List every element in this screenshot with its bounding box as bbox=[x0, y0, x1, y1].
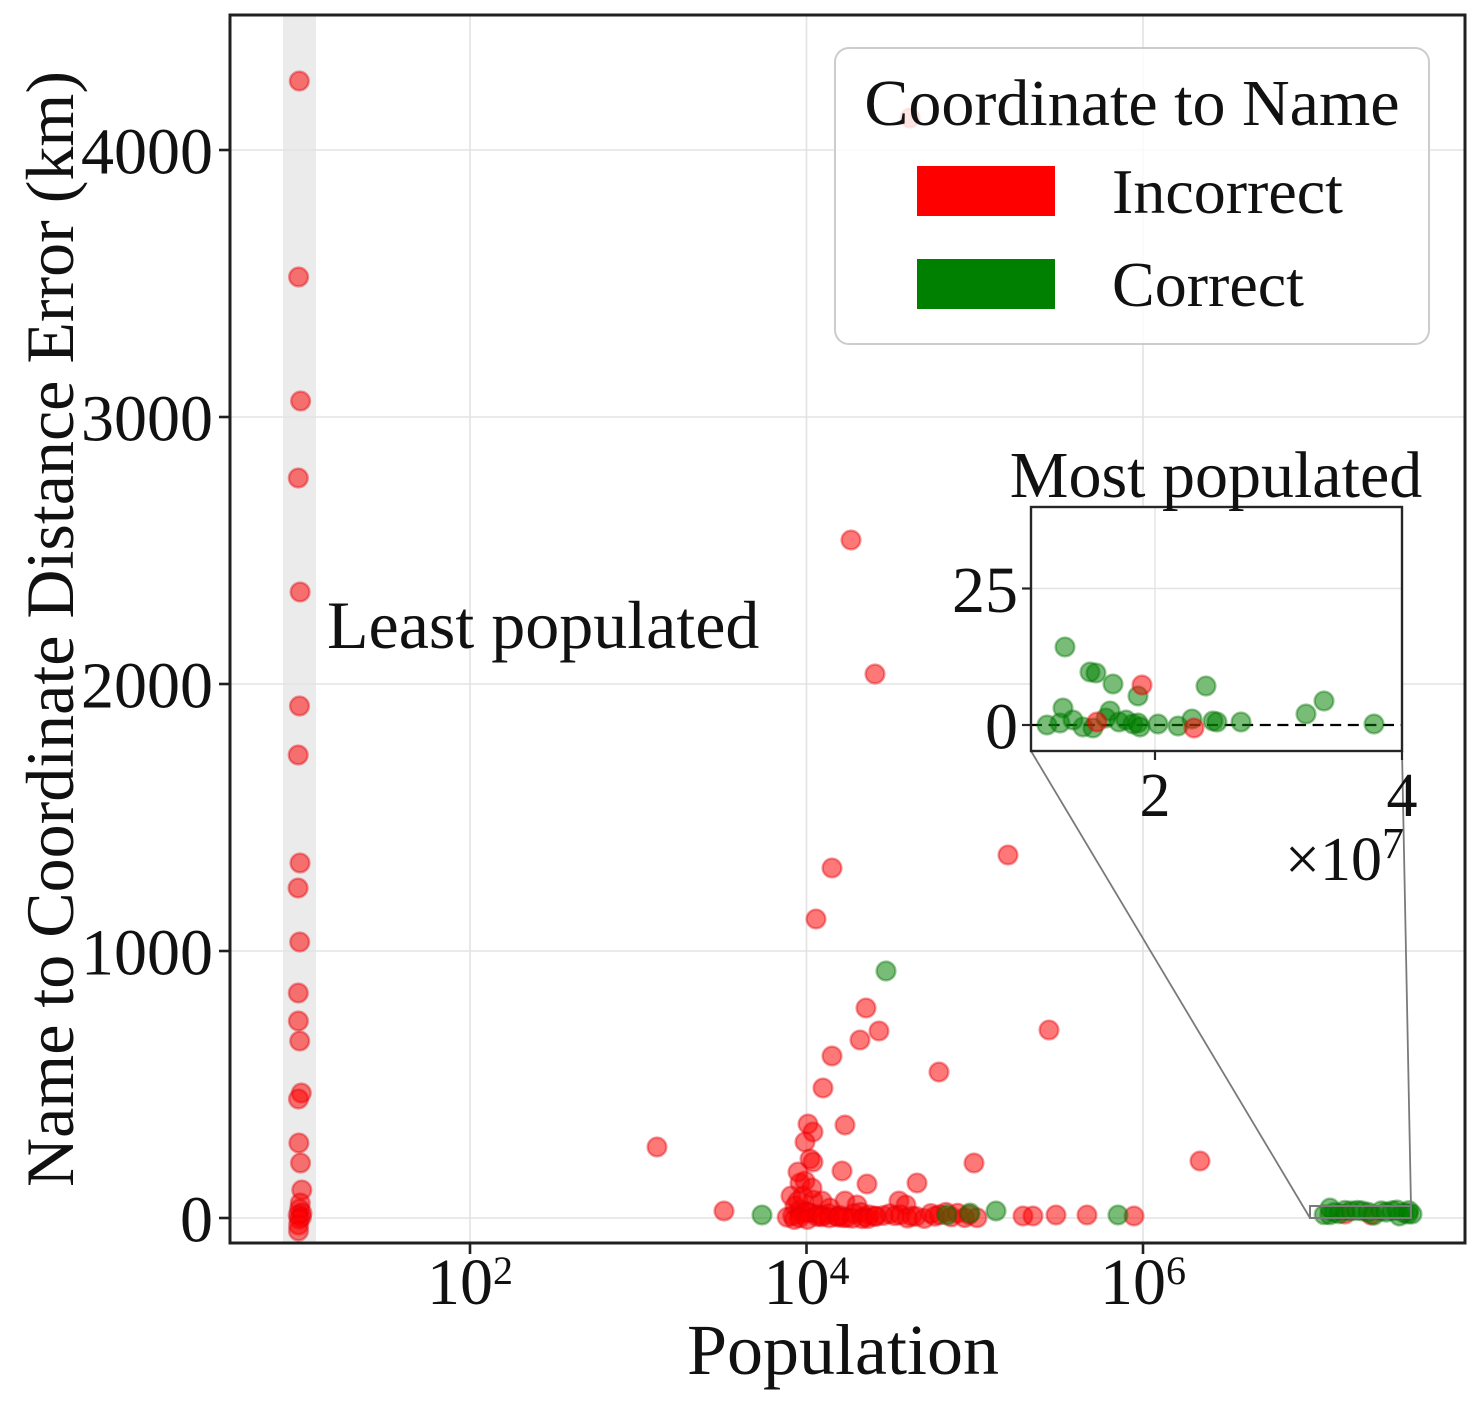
svg-text:2000: 2000 bbox=[81, 650, 213, 723]
svg-text:104: 104 bbox=[764, 1246, 850, 1319]
svg-text:Name to Coordinate Distance Er: Name to Coordinate Distance Error (km) bbox=[12, 71, 88, 1187]
svg-text:1000: 1000 bbox=[81, 917, 213, 990]
svg-text:0: 0 bbox=[985, 691, 1018, 764]
svg-text:Correct: Correct bbox=[1112, 249, 1304, 320]
svg-text:3000: 3000 bbox=[81, 383, 213, 456]
svg-text:2: 2 bbox=[1140, 762, 1171, 830]
svg-text:Coordinate to Name: Coordinate to Name bbox=[864, 67, 1399, 140]
svg-text:Population: Population bbox=[687, 1310, 999, 1390]
svg-text:0: 0 bbox=[180, 1184, 213, 1257]
svg-text:Least populated: Least populated bbox=[327, 587, 759, 663]
svg-text:25: 25 bbox=[952, 554, 1018, 627]
svg-text:Incorrect: Incorrect bbox=[1112, 156, 1343, 227]
svg-text:Most populated: Most populated bbox=[1010, 439, 1422, 512]
svg-text:4: 4 bbox=[1387, 762, 1418, 830]
svg-text:4000: 4000 bbox=[81, 116, 213, 189]
